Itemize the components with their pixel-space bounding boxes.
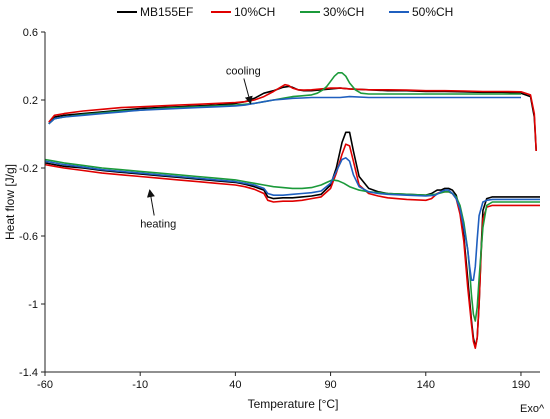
y-tick-label: -0.6 bbox=[19, 231, 38, 243]
series-50-ch-cooling-line bbox=[48, 95, 521, 125]
legend-label: 10%CH bbox=[234, 5, 275, 19]
y-axis-title: Heat flow [J/g] bbox=[3, 164, 17, 240]
x-tick-label: 140 bbox=[417, 379, 435, 391]
y-tick-label: 0.6 bbox=[23, 27, 38, 39]
tick-labels: -60 -10 40 90 140 190 0.6 0.2 -0.2 -0.6 -1 -1.4 bbox=[19, 27, 530, 391]
series-10-ch-cooling-line bbox=[48, 83, 537, 152]
annotation-arrow bbox=[146, 189, 155, 216]
annotation-arrow bbox=[243, 78, 253, 105]
x-tick-label: -10 bbox=[132, 379, 148, 391]
x-tick-label: 190 bbox=[512, 379, 530, 391]
exo-direction-label: Exo^ bbox=[520, 403, 545, 415]
series-10-ch-heating-line bbox=[44, 143, 540, 350]
x-tick-label: 90 bbox=[324, 379, 336, 391]
axes bbox=[44, 32, 540, 373]
y-tick-label: -1 bbox=[28, 299, 38, 311]
annotation-cooling: cooling bbox=[226, 66, 261, 78]
legend-label: 30%CH bbox=[323, 5, 364, 19]
x-tick-label: 40 bbox=[229, 379, 241, 391]
legend-label: MB155EF bbox=[140, 5, 193, 19]
legend: MB155EF 10%CH 30%CH 50%CH bbox=[117, 5, 453, 19]
x-axis-title: Temperature [°C] bbox=[248, 397, 339, 411]
x-tick-label: -60 bbox=[37, 379, 53, 391]
series-50-ch-heating-line bbox=[44, 157, 540, 282]
annotation-heating: heating bbox=[140, 219, 176, 231]
series-30-ch-heating-line bbox=[44, 158, 540, 322]
y-tick-label: -1.4 bbox=[19, 367, 38, 379]
y-tick-label: -0.2 bbox=[19, 163, 38, 175]
y-tick-label: 0.2 bbox=[23, 95, 38, 107]
series-lines bbox=[44, 72, 540, 350]
annotations: cooling heating bbox=[140, 66, 261, 231]
legend-label: 50%CH bbox=[412, 5, 453, 19]
